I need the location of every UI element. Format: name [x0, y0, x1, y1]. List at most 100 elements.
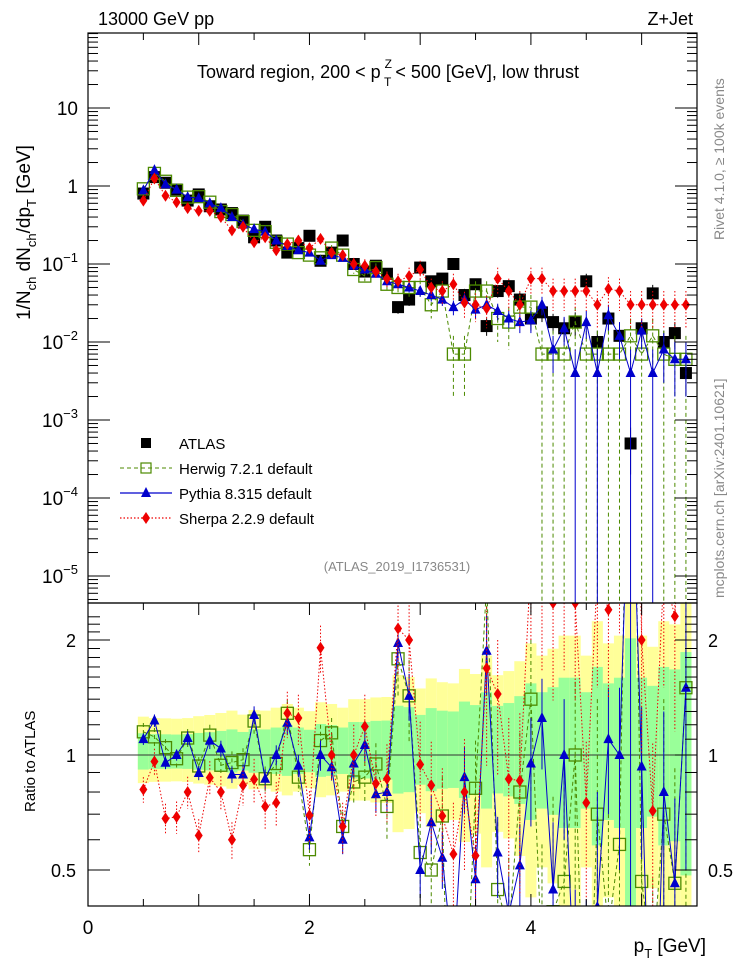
ratio-tick-label-left: 0.5	[51, 861, 76, 881]
legend-label-sherpa: Sherpa 2.2.9 default	[179, 511, 315, 528]
ratio-point-herwig	[214, 758, 228, 772]
title-pre: Toward region, 200 < p	[197, 62, 381, 82]
ratio-point-pythia	[459, 771, 470, 782]
ratio-tick-label-left: 1	[66, 746, 76, 766]
point-pythia	[193, 192, 204, 203]
point-sherpa	[250, 236, 259, 249]
ratio-point-pythia	[260, 772, 271, 783]
ratio-point-pythia	[238, 768, 249, 779]
y-tick-label: 1	[67, 177, 78, 198]
point-pythia	[249, 223, 260, 234]
band-inner	[159, 734, 172, 769]
ratio-point-sherpa	[194, 829, 203, 842]
point-sherpa	[659, 298, 668, 311]
y-axis-label: 1/Nch dNch/dpT [GeV]	[14, 145, 39, 320]
ratio-point-sherpa	[394, 622, 403, 635]
ratio-point-sherpa	[205, 771, 214, 784]
ratio-point-pythia	[426, 816, 437, 827]
ratio-point-pythia	[215, 742, 226, 753]
title-sup: Z	[385, 57, 392, 71]
point-atlas	[580, 275, 593, 288]
band-inner	[182, 734, 194, 769]
ratio-point-pythia	[193, 766, 204, 777]
ratio-point-sherpa	[416, 758, 425, 771]
point-pythia	[204, 197, 215, 208]
rivet-label: Rivet 4.1.0, ≥ 100k events	[711, 78, 727, 240]
point-sherpa	[227, 224, 236, 237]
band-inner	[248, 729, 260, 773]
y-tick-label: 10−4	[42, 484, 78, 510]
band-inner	[447, 711, 459, 788]
ratio-point-pythia	[304, 831, 315, 842]
point-sherpa	[604, 282, 613, 295]
y-tick-label: 10−1	[42, 250, 78, 276]
ratio-point-sherpa	[648, 804, 657, 817]
ratio-point-sherpa	[438, 810, 447, 823]
ratio-point-herwig	[625, 222, 637, 234]
ratio-point-pythia	[559, 749, 570, 759]
ratio-point-sherpa	[272, 796, 281, 809]
ratio-point-sherpa	[527, 553, 535, 565]
ratio-point-herwig	[568, 748, 582, 762]
band-inner	[137, 733, 149, 770]
point-herwig	[623, 329, 638, 343]
ratio-point-pythia	[282, 716, 293, 727]
point-sherpa	[648, 298, 657, 311]
point-pythia	[658, 343, 669, 354]
point-sherpa	[593, 298, 602, 311]
legend-label-herwig: Herwig 7.2.1 default	[179, 461, 313, 478]
legend-label-pythia: Pythia 8.315 default	[179, 486, 312, 503]
point-sherpa	[150, 172, 159, 185]
band-inner	[392, 705, 404, 794]
point-sherpa	[205, 204, 214, 217]
point-sherpa	[139, 194, 148, 207]
point-pythia	[614, 329, 625, 340]
point-sherpa	[272, 244, 281, 257]
band-inner	[148, 734, 160, 769]
point-atlas	[436, 272, 449, 285]
ratio-point-herwig	[324, 726, 339, 740]
ratio-point-sherpa	[471, 849, 480, 862]
ratio-point-sherpa	[294, 711, 303, 724]
ratio-point-pythia	[636, 760, 647, 771]
point-sherpa	[427, 281, 436, 294]
point-sherpa	[438, 285, 447, 298]
point-sherpa	[183, 202, 192, 215]
point-herwig	[457, 347, 472, 361]
ratio-point-sherpa	[637, 634, 646, 646]
ratio-point-sherpa	[338, 820, 347, 833]
point-sherpa	[405, 270, 414, 283]
point-pythia	[570, 367, 581, 378]
band-inner	[259, 729, 271, 773]
ratio-point-sherpa	[305, 809, 314, 822]
point-sherpa	[172, 196, 181, 209]
ratio-point-sherpa	[371, 777, 380, 790]
point-sherpa	[460, 296, 469, 309]
point-atlas	[403, 293, 416, 306]
ratio-point-herwig	[503, 925, 515, 937]
ratio-point-sherpa	[382, 772, 391, 785]
ratio-point-sherpa	[427, 779, 436, 792]
point-sherpa	[637, 298, 646, 311]
point-pythia	[448, 301, 459, 312]
ratio-point-herwig	[147, 730, 162, 744]
ratio-point-pythia	[680, 681, 691, 692]
ratio-point-sherpa	[515, 774, 524, 787]
header-left: 13000 GeV pp	[98, 9, 214, 29]
point-sherpa	[316, 232, 325, 245]
ratio-point-pythia	[504, 908, 514, 918]
point-sherpa	[471, 298, 480, 311]
point-pythia	[215, 202, 226, 213]
point-atlas	[646, 287, 659, 300]
ratio-point-pythia	[226, 768, 237, 779]
point-atlas	[425, 275, 438, 288]
point-sherpa	[416, 263, 425, 276]
ratio-point-herwig	[158, 740, 173, 755]
ratio-point-herwig	[481, 577, 493, 589]
ratio-point-sherpa	[360, 720, 369, 733]
band-inner	[337, 727, 349, 774]
header-right: Z+Jet	[647, 9, 693, 29]
ratio-point-pythia	[182, 732, 193, 743]
plot-title: Toward region, 200 < p Z T < 500 [GeV], low…	[197, 57, 579, 89]
ratio-tick-label-right: 0.5	[708, 861, 733, 881]
